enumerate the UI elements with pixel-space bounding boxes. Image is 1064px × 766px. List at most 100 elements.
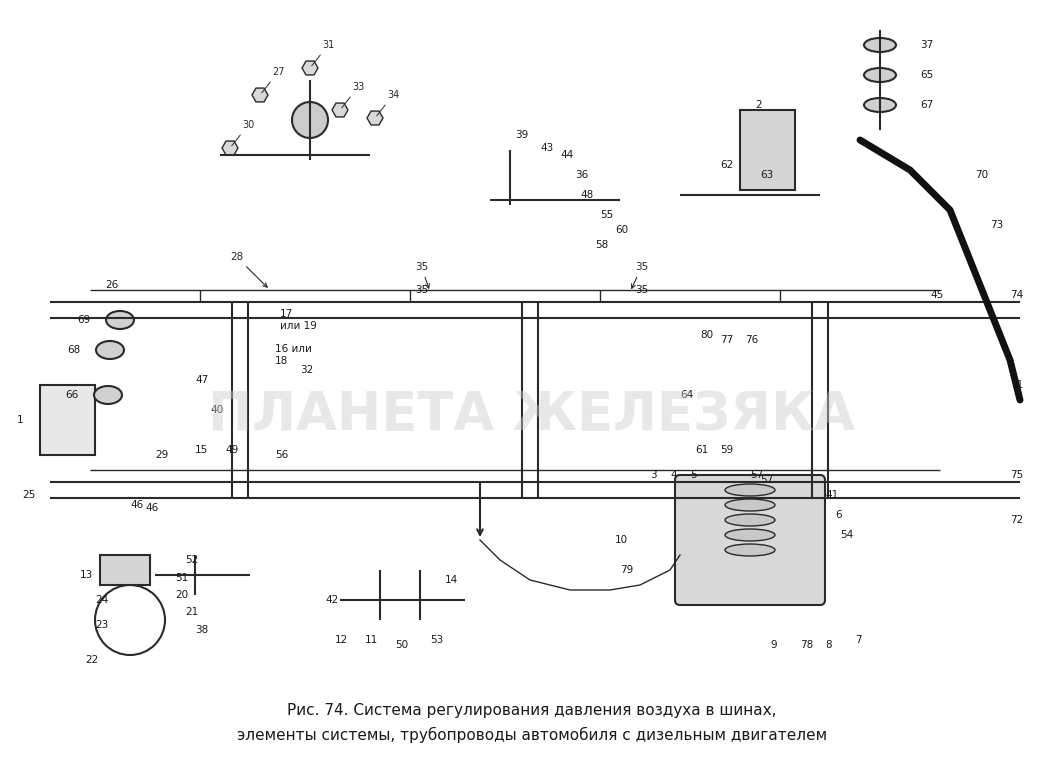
Text: 80: 80 [700, 330, 713, 340]
Text: 58: 58 [595, 240, 609, 250]
Bar [100, 555, 150, 585]
Circle shape [292, 102, 328, 138]
Text: 26: 26 [105, 280, 118, 290]
Text: 57: 57 [760, 475, 774, 485]
Text: 10: 10 [615, 535, 628, 545]
Text: 23: 23 [95, 620, 109, 630]
Text: 35: 35 [415, 285, 428, 295]
Text: 57: 57 [750, 470, 763, 480]
Ellipse shape [96, 341, 124, 359]
Ellipse shape [725, 529, 775, 541]
Text: 12: 12 [335, 635, 348, 645]
Text: 6: 6 [835, 510, 842, 520]
Text: 70: 70 [975, 170, 988, 180]
Polygon shape [367, 111, 383, 125]
Text: 48: 48 [580, 190, 594, 200]
Text: 75: 75 [1010, 470, 1024, 480]
Ellipse shape [864, 38, 896, 52]
Text: 43: 43 [541, 143, 553, 153]
Text: 9: 9 [770, 640, 777, 650]
Text: 47: 47 [195, 375, 209, 385]
FancyBboxPatch shape [675, 475, 825, 605]
Text: 68: 68 [67, 345, 80, 355]
Text: 35: 35 [632, 262, 648, 288]
Text: 79: 79 [620, 565, 633, 575]
Bar [739, 110, 795, 190]
Text: 15: 15 [195, 445, 209, 455]
Text: 32: 32 [300, 365, 313, 375]
Text: 14: 14 [445, 575, 459, 585]
Text: 34: 34 [377, 90, 399, 116]
Ellipse shape [106, 311, 134, 329]
Text: 22: 22 [85, 655, 98, 665]
Text: 56: 56 [275, 450, 288, 460]
Text: 78: 78 [800, 640, 813, 650]
Text: 42: 42 [325, 595, 338, 605]
Polygon shape [252, 88, 268, 102]
Text: 28: 28 [230, 252, 267, 287]
Ellipse shape [725, 514, 775, 526]
Text: 29: 29 [155, 450, 168, 460]
Text: 35: 35 [415, 262, 430, 288]
Text: 74: 74 [1010, 290, 1024, 300]
Text: 46: 46 [130, 500, 144, 510]
Text: 11: 11 [365, 635, 378, 645]
Text: 65: 65 [920, 70, 933, 80]
Text: 38: 38 [195, 625, 209, 635]
Text: 17
или 19: 17 или 19 [280, 309, 317, 331]
Text: 5: 5 [689, 470, 697, 480]
Text: 64: 64 [680, 390, 694, 400]
Text: 30: 30 [232, 120, 254, 146]
Text: 40: 40 [210, 405, 223, 415]
Ellipse shape [725, 499, 775, 511]
Text: элементы системы, трубопроводы автомобиля с дизельным двигателем: элементы системы, трубопроводы автомобил… [237, 727, 827, 743]
Text: 7: 7 [855, 635, 862, 645]
Text: 55: 55 [600, 210, 613, 220]
Text: 69: 69 [77, 315, 90, 325]
Text: 3: 3 [650, 470, 656, 480]
Text: 71: 71 [1010, 380, 1024, 390]
Text: 77: 77 [720, 335, 733, 345]
Text: 76: 76 [745, 335, 759, 345]
Text: 37: 37 [920, 40, 933, 50]
Text: 62: 62 [720, 160, 733, 170]
Text: 31: 31 [312, 40, 334, 66]
Text: 8: 8 [825, 640, 832, 650]
Ellipse shape [864, 68, 896, 82]
Text: 35: 35 [635, 285, 648, 295]
Text: 16 или
18: 16 или 18 [275, 344, 312, 366]
Ellipse shape [725, 484, 775, 496]
Ellipse shape [864, 98, 896, 112]
Polygon shape [302, 61, 318, 75]
Bar [40, 385, 95, 455]
Text: 73: 73 [990, 220, 1003, 230]
Text: 52: 52 [185, 555, 198, 565]
Text: 25: 25 [22, 490, 35, 500]
Text: 60: 60 [615, 225, 628, 235]
Text: 61: 61 [695, 445, 709, 455]
Text: 24: 24 [95, 595, 109, 605]
Text: 53: 53 [430, 635, 444, 645]
Text: 54: 54 [839, 530, 853, 540]
Text: 66: 66 [65, 390, 78, 400]
Text: 21: 21 [185, 607, 198, 617]
Text: 4: 4 [670, 470, 677, 480]
Polygon shape [222, 141, 238, 155]
Text: 39: 39 [515, 130, 528, 140]
Text: 13: 13 [80, 570, 94, 580]
Text: 59: 59 [720, 445, 733, 455]
Text: 63: 63 [760, 170, 774, 180]
Ellipse shape [725, 544, 775, 556]
Text: 50: 50 [395, 640, 409, 650]
Text: 36: 36 [575, 170, 588, 180]
Ellipse shape [94, 386, 122, 404]
Text: Рис. 74. Система регулирования давления воздуха в шинах,: Рис. 74. Система регулирования давления … [287, 702, 777, 718]
Text: 1: 1 [17, 415, 23, 425]
Text: 45: 45 [930, 290, 944, 300]
Text: 72: 72 [1010, 515, 1024, 525]
Text: 2: 2 [755, 100, 762, 110]
Text: 41: 41 [825, 490, 838, 500]
Text: 44: 44 [560, 150, 573, 160]
Text: ПЛАНЕТА ЖЕЛЕЗЯКА: ПЛАНЕТА ЖЕЛЕЗЯКА [209, 389, 855, 441]
Text: 67: 67 [920, 100, 933, 110]
